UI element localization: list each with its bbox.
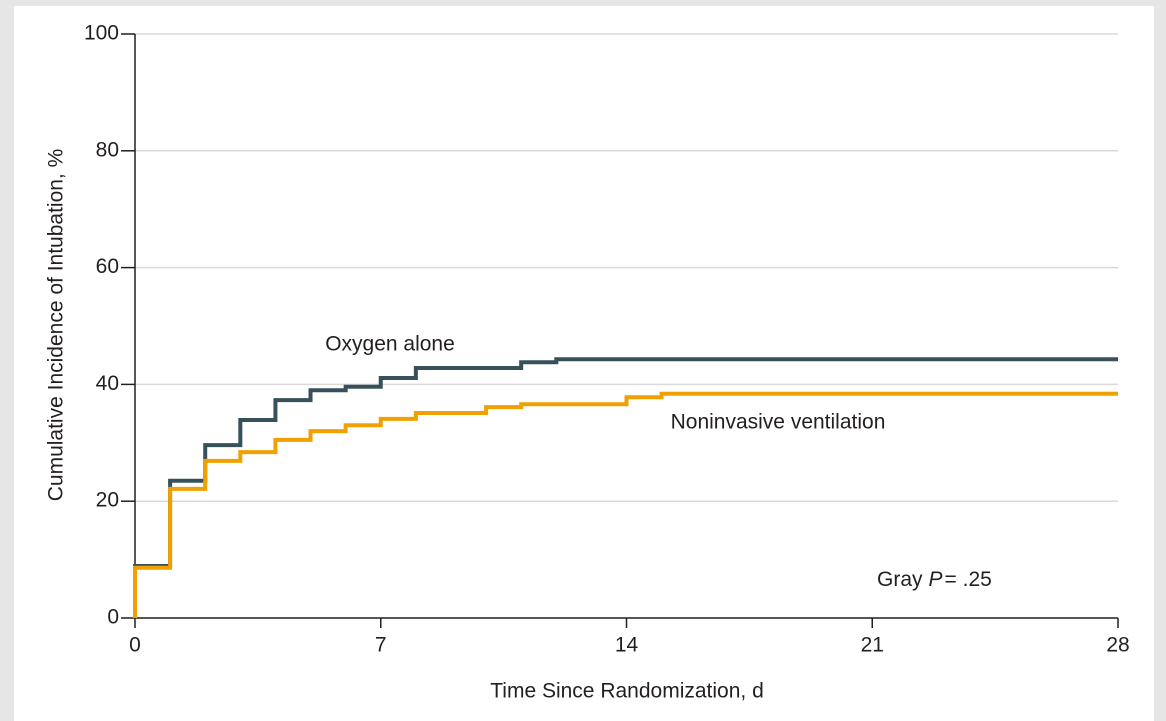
x-tick-label: 0	[129, 634, 141, 657]
x-axis-label: Time Since Randomization, d	[490, 680, 764, 703]
p-value-test: Gray	[877, 568, 923, 591]
p-value-symbol: P	[929, 568, 943, 591]
y-tick-label: 60	[96, 255, 119, 278]
panel	[14, 6, 1154, 721]
y-tick-label: 40	[96, 372, 119, 395]
series-label: Oxygen alone	[325, 333, 455, 356]
y-tick-label: 20	[96, 489, 119, 512]
p-value-text: = .25	[945, 568, 992, 591]
y-axis-label: Cumulative Incidence of Intubation, %	[45, 149, 68, 502]
x-tick-label: 14	[615, 634, 639, 657]
y-tick-label: 0	[107, 606, 119, 629]
x-tick-label: 21	[861, 634, 884, 657]
series-label: Noninvasive ventilation	[671, 411, 886, 434]
p-value-annotation: Gray P= .25	[877, 568, 992, 591]
series-line	[133, 357, 1118, 618]
x-tick-label: 28	[1106, 634, 1129, 657]
series-line	[133, 391, 1118, 618]
y-tick-label: 80	[96, 138, 119, 161]
y-tick-label: 100	[84, 22, 119, 45]
x-tick-label: 7	[375, 634, 387, 657]
